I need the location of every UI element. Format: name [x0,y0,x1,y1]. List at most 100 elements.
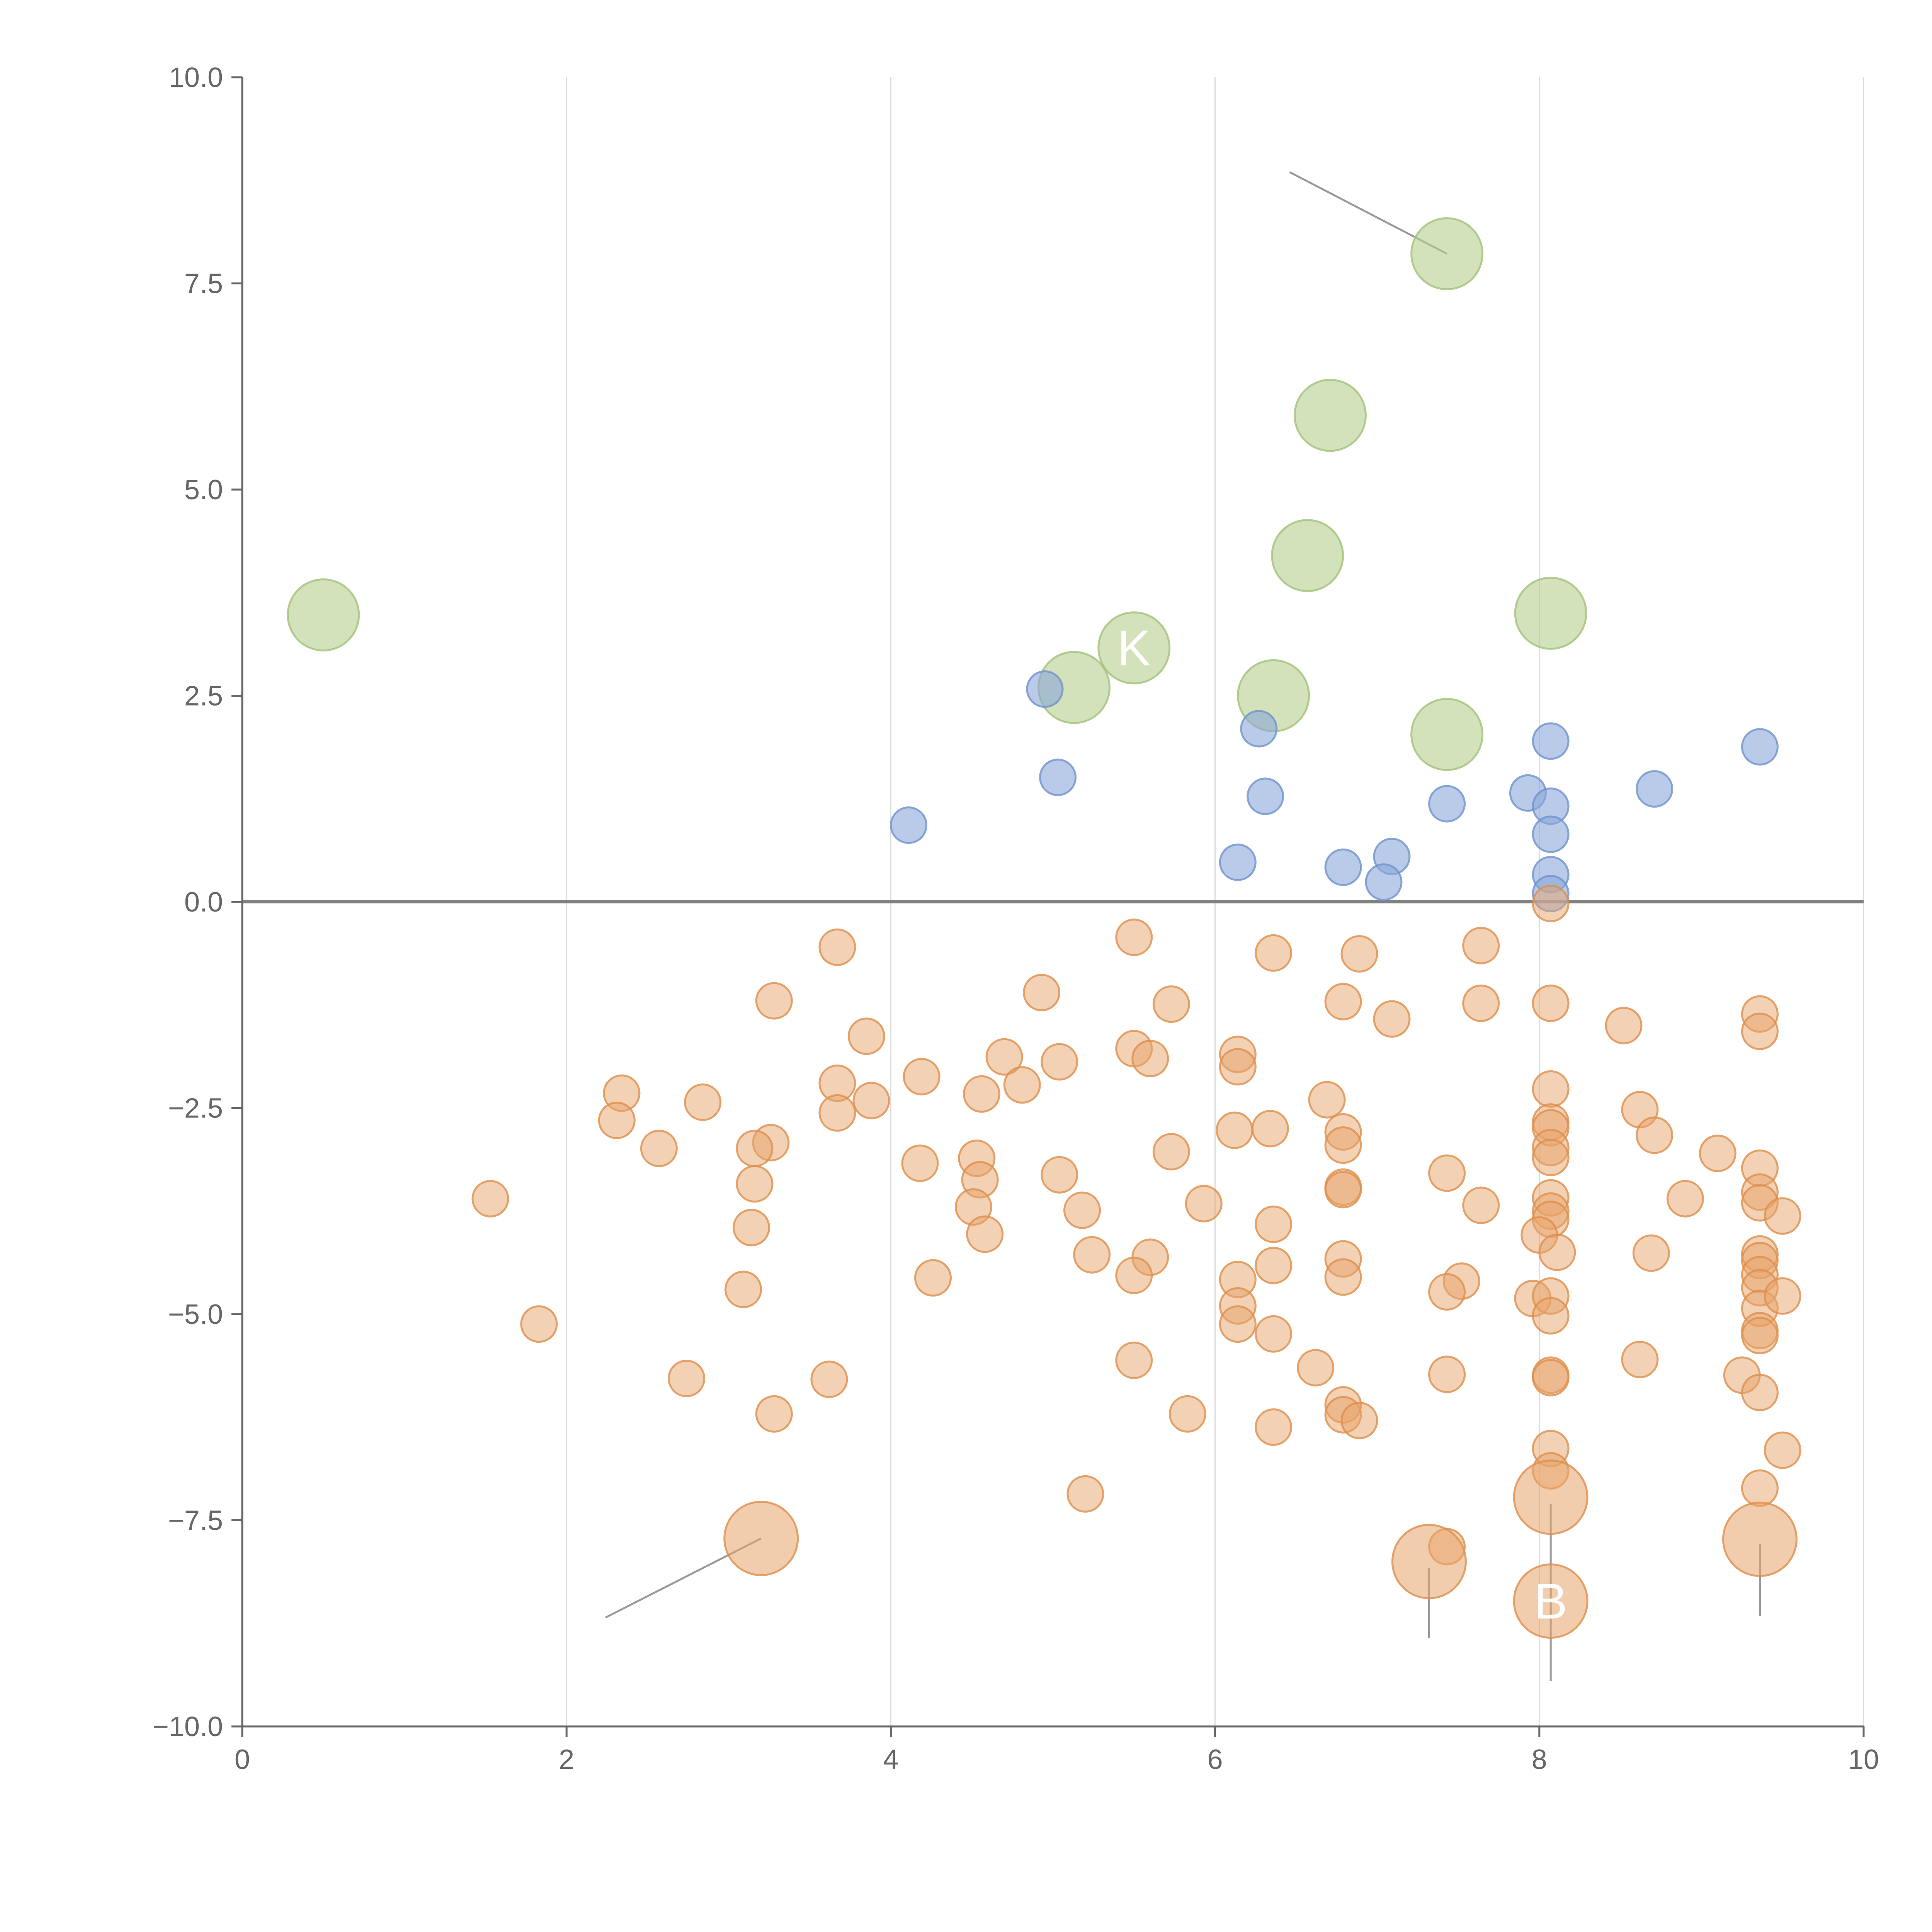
orange-point [1741,1316,1779,1354]
orange-point [1699,1134,1736,1172]
orange-point [1764,1431,1801,1469]
orange-point [1324,983,1362,1020]
orange-point [1428,1273,1466,1311]
orange-point [847,1017,885,1055]
orange-point [1666,1180,1704,1218]
orange-point [1255,934,1293,972]
orange-point [1621,1340,1659,1378]
blue-point [1240,710,1278,748]
orange-point [1063,1191,1101,1229]
orange-point [1605,1007,1643,1044]
blue-point [1741,728,1779,766]
blue-point [1532,722,1570,760]
orange-point [1324,1126,1362,1164]
blue-point [1247,777,1284,815]
orange-point [1066,1475,1104,1513]
green-point [1097,611,1171,685]
y-tick-label: 5.0 [184,474,223,505]
orange-point [736,1165,774,1203]
orange-point [1764,1197,1801,1235]
x-tick-label: 10 [1848,1744,1879,1775]
green-point [1514,577,1587,650]
orange-point [1428,1355,1466,1393]
orange-point [640,1129,678,1167]
blue-point [1636,770,1673,808]
orange-point [1741,1374,1779,1412]
green-point [1294,379,1367,452]
orange-point [1532,1070,1570,1108]
y-tick-label: −10.0 [153,1711,223,1742]
x-tick-label: 4 [883,1744,898,1775]
orange-point [903,1058,940,1095]
orange-point [668,1359,706,1397]
orange-point [471,1180,509,1218]
y-tick-label: 2.5 [184,681,223,712]
data-points [287,217,1801,1639]
orange-point [1308,1081,1346,1119]
orange-point [1324,1258,1362,1296]
point-labels: KB [1117,620,1567,1629]
orange-point [1219,1048,1257,1086]
point-annotation: B [1534,1573,1568,1629]
x-tick-label: 8 [1532,1744,1547,1775]
leader-lines [605,171,1761,1681]
y-tick-label: 0.0 [184,887,223,918]
orange_large-point [1513,1563,1588,1639]
green-point [1271,519,1344,592]
orange-point [1532,1297,1570,1335]
blue-point [1365,863,1403,901]
blue-point [1532,815,1570,853]
orange-point [1255,1205,1293,1243]
orange-point [1115,1342,1153,1379]
orange-point [1532,984,1570,1022]
orange-point [1741,1469,1779,1507]
blue-point [1026,670,1064,708]
orange-point [1255,1247,1293,1284]
orange-point [818,1094,856,1132]
orange-point [810,1361,848,1398]
orange-point [1532,1359,1570,1396]
orange-point [1373,1000,1411,1038]
orange-point [1462,927,1500,964]
orange-point [1251,1110,1289,1148]
orange-point [1741,1012,1779,1050]
orange-point [736,1129,774,1167]
orange-point [1636,1116,1673,1154]
blue-point [1039,759,1077,796]
orange-point [1532,1139,1570,1177]
orange-point [1023,974,1061,1012]
x-tick-label: 6 [1208,1744,1223,1775]
orange-point [1131,1039,1169,1077]
orange-point [1462,984,1500,1022]
orange-point [724,1270,762,1308]
orange-point [1340,1401,1378,1439]
orange-point [1073,1236,1111,1274]
orange-point [966,1215,1004,1253]
orange-point [1255,1408,1293,1446]
green-point [1410,698,1484,771]
orange-point [1003,1066,1041,1104]
y-tick-label: 10.0 [169,62,223,93]
orange-point [901,1144,939,1182]
y-tick-label: −5.0 [168,1299,223,1330]
orange-point [1168,1395,1206,1433]
orange_large-point [1722,1502,1798,1577]
orange-point [1538,1233,1576,1271]
orange-point [1115,1257,1153,1294]
orange-point [1216,1111,1253,1149]
y-tick-label: −2.5 [168,1093,223,1124]
orange-point [1428,1154,1466,1192]
orange-point [1340,935,1378,973]
orange-point [818,928,856,966]
orange-point [1764,1277,1801,1315]
green-point [1410,217,1484,291]
orange-point [1041,1043,1078,1081]
axes: 10.0 7.5 5.0 2.5 0.0 −2.5 −5.0 −7.5 −10.0 0 2 4 6 8 10 [153,62,1879,1775]
orange-point [755,1395,793,1433]
orange-point [852,1082,890,1119]
orange-point [1632,1234,1670,1272]
orange-point [1532,884,1570,922]
point-annotation: K [1117,620,1151,676]
orange-point [914,1259,952,1297]
